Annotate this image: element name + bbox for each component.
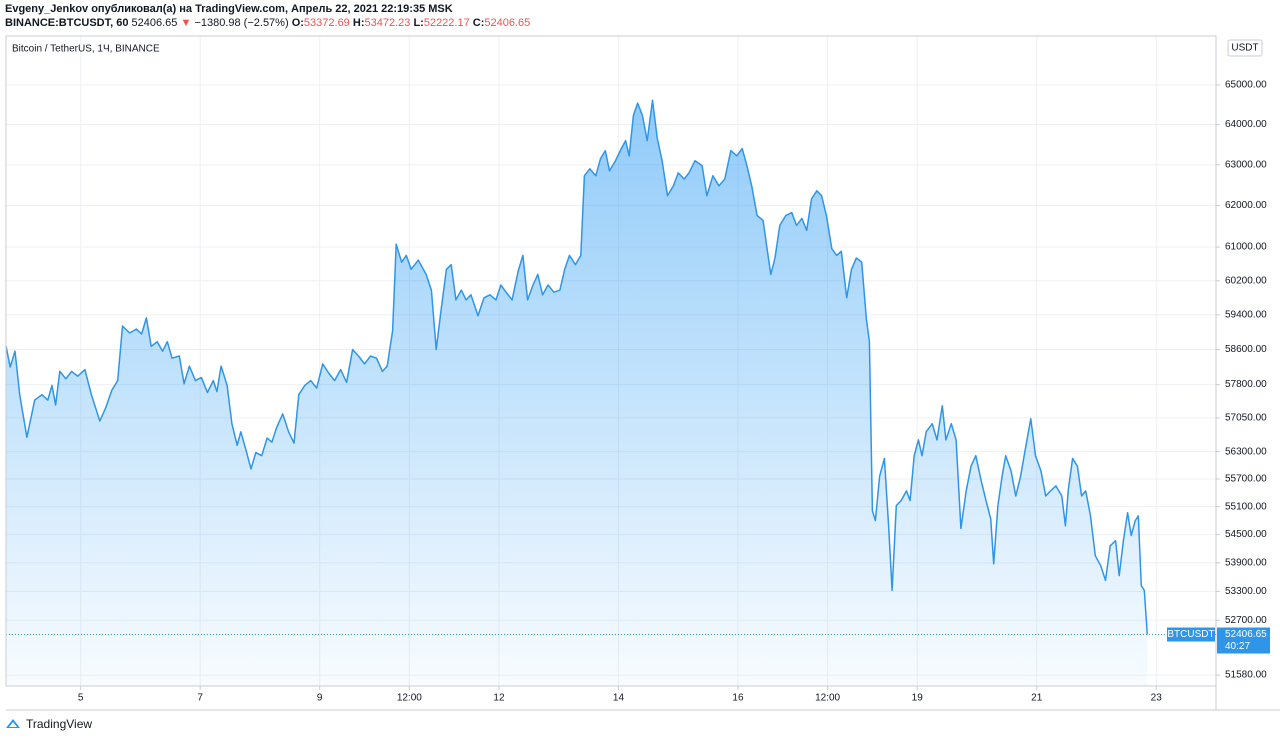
- l-label: L:: [413, 17, 424, 29]
- axes: 65000.00 64000.00 63000.00 62000.00 61000.00…: [78, 80, 1270, 704]
- x-tick-label: 5: [78, 693, 84, 704]
- h-label: H:: [352, 17, 365, 29]
- y-tick-label: 60200.00: [1225, 275, 1267, 286]
- header-line2: BINANCE:BTCUSDT, 60 52406.65 ▼ −1380.98 …: [5, 16, 530, 30]
- c-value: 52406.65: [484, 17, 531, 29]
- y-tick-label: 63000.00: [1225, 159, 1267, 170]
- publisher-line: Evgeny_Jenkov опубликовал(а) на TradingV…: [5, 3, 453, 15]
- last-price-tag: [1217, 627, 1270, 654]
- y-tick-label: 51580.00: [1225, 670, 1267, 681]
- price-line: [5, 99, 1149, 635]
- currency-box: [1227, 39, 1263, 57]
- y-tick-label: 57050.00: [1225, 413, 1267, 424]
- currency: USDT: [1231, 43, 1258, 54]
- symbol-tag-label: BTCUSDT: [1167, 629, 1214, 640]
- x-tick-label: 19: [912, 693, 924, 704]
- symbol: BINANCE:BTCUSDT, 60: [5, 17, 129, 29]
- y-tick-label: 62000.00: [1225, 200, 1267, 211]
- y-tick-label: 58600.00: [1225, 344, 1267, 355]
- y-tick-label: 57800.00: [1225, 379, 1267, 390]
- x-tick-label: 21: [1031, 693, 1043, 704]
- x-tick-label: 7: [197, 693, 203, 704]
- y-tick-label: 56300.00: [1225, 446, 1267, 457]
- x-tick-label: 23: [1151, 693, 1163, 704]
- countdown-label: 40:27: [1225, 641, 1250, 652]
- y-tick-label: 52700.00: [1225, 615, 1267, 626]
- x-tick-label: 9: [317, 693, 323, 704]
- footer-logo: TradingView: [6, 717, 92, 731]
- y-tick-label: 55100.00: [1225, 501, 1267, 512]
- plot: [5, 99, 1216, 687]
- l-value: 52222.17: [423, 17, 470, 29]
- y-tick-label: 54500.00: [1225, 529, 1267, 540]
- x-tick-label: 12: [493, 693, 505, 704]
- chart-title: Bitcoin / TetherUS, 1Ч, BINANCE: [12, 44, 160, 55]
- footer-brand: TradingView: [26, 717, 92, 731]
- o-value: 53372.69: [303, 17, 350, 29]
- change: −1380.98 (−2.57%): [194, 17, 289, 29]
- y-tick-label: 65000.00: [1225, 80, 1267, 91]
- last-price-label: 52406.65: [1225, 629, 1267, 640]
- y-tick-label: 64000.00: [1225, 119, 1267, 130]
- x-tick-label: 12:00: [397, 693, 422, 704]
- x-tick-label: 12:00: [815, 693, 840, 704]
- y-tick-label: 61000.00: [1225, 242, 1267, 253]
- x-tick-label: 14: [613, 693, 625, 704]
- y-tick-label: 53900.00: [1225, 557, 1267, 568]
- header: Evgeny_Jenkov опубликовал(а) на TradingV…: [5, 2, 530, 30]
- h-value: 53472.23: [364, 17, 411, 29]
- arrow: ▼: [180, 17, 192, 29]
- header-line1: Evgeny_Jenkov опубликовал(а) на TradingV…: [5, 2, 530, 16]
- symbol-tag: [1167, 627, 1215, 642]
- area-fill: [6, 100, 1148, 687]
- logo-icon-inner: [9, 722, 17, 727]
- y-tick-label: 53300.00: [1225, 586, 1267, 597]
- o-label: O:: [291, 17, 304, 29]
- price: 52406.65: [131, 17, 178, 29]
- y-tick-label: 55700.00: [1225, 474, 1267, 485]
- y-tick-label: 59400.00: [1225, 310, 1267, 321]
- x-tick-label: 16: [732, 693, 744, 704]
- c-label: C:: [472, 17, 485, 29]
